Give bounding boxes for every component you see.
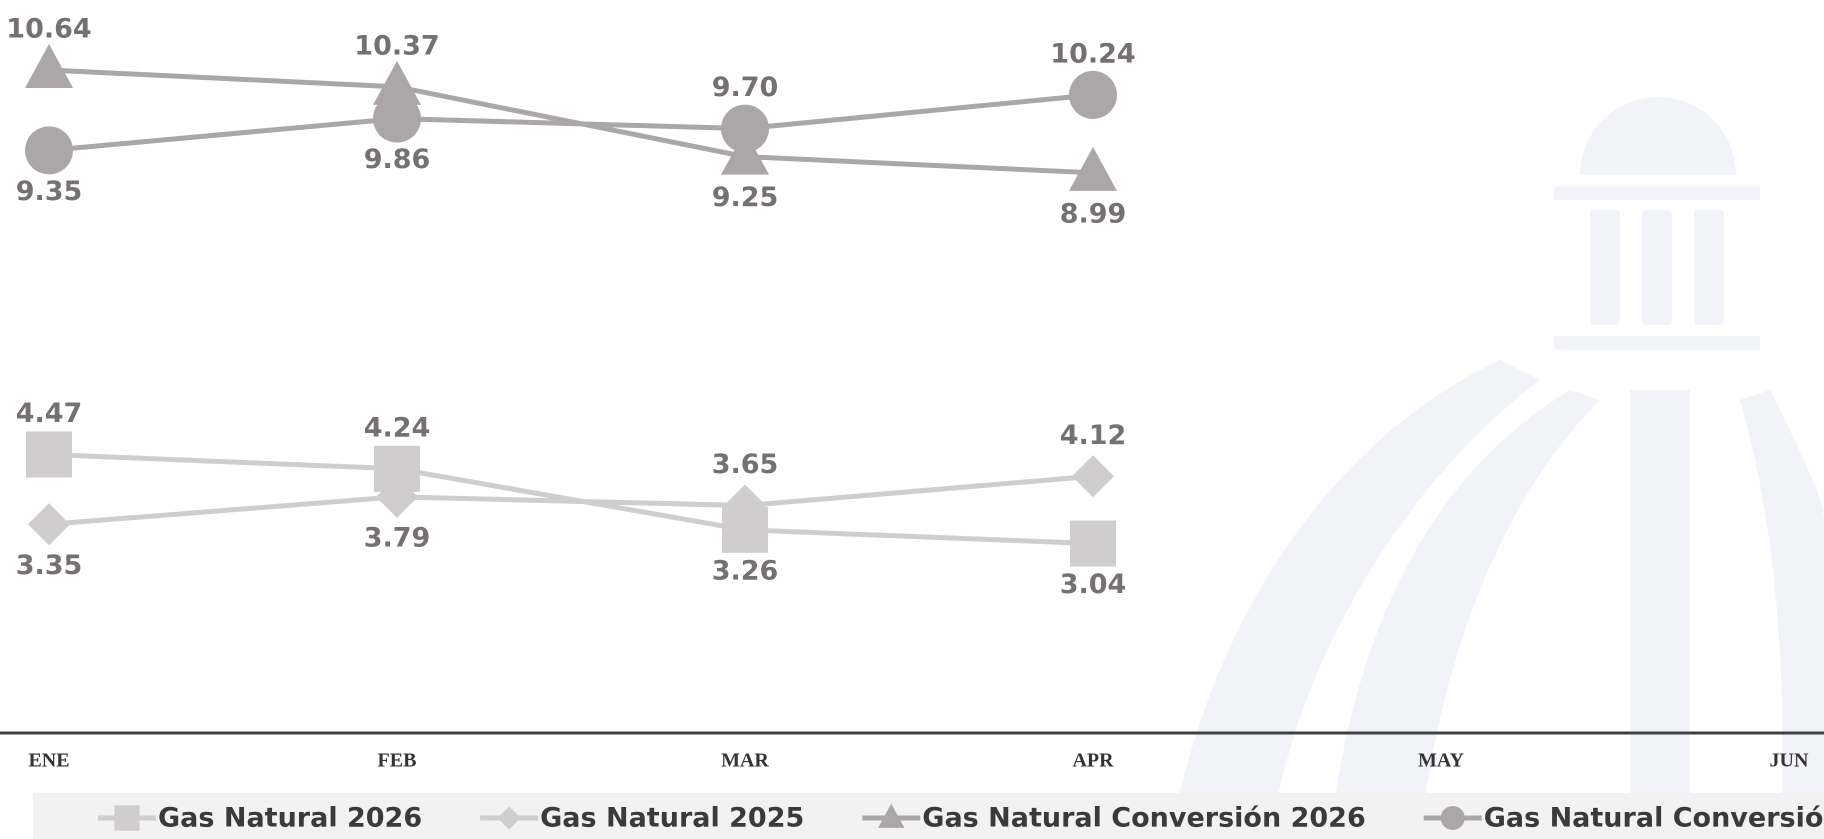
data-label: 10.64 — [6, 14, 91, 45]
data-label: 9.25 — [712, 182, 779, 213]
data-label: 3.65 — [712, 449, 779, 480]
marker — [376, 475, 418, 518]
line — [48, 473, 1094, 527]
x-tick-label: MAY — [1418, 750, 1464, 772]
legend-marker — [114, 805, 140, 831]
x-tick-label: FEB — [378, 750, 417, 772]
legend-item: Gas Natural Conversión 2026 — [862, 803, 1366, 834]
marker — [373, 94, 421, 143]
data-label: 3.35 — [16, 550, 83, 581]
marker — [1070, 520, 1116, 567]
x-tick-label: ENE — [28, 750, 69, 772]
marker — [1069, 70, 1117, 119]
x-tick-label: APR — [1072, 750, 1114, 772]
legend: Gas Natural 2026 Gas Natural 2025 Gas Natu… — [98, 803, 1824, 834]
marker — [373, 60, 421, 105]
legend-label: Gas Natural Conversión 2025 — [1484, 803, 1824, 834]
data-label: 4.24 — [364, 412, 431, 443]
marker — [721, 104, 769, 153]
legend-label: Gas Natural 2025 — [540, 803, 804, 834]
data-label: 9.86 — [364, 144, 431, 175]
data-label: 3.79 — [364, 522, 431, 553]
data-label: 9.35 — [16, 176, 83, 207]
legend-item: Gas Natural Conversión 2025 — [1423, 803, 1824, 834]
x-tick-label: JUN — [1770, 750, 1809, 772]
data-label: 8.99 — [1060, 198, 1127, 229]
line — [48, 92, 1094, 153]
series: 9.35 9.86 9.70 10.24 — [16, 38, 1136, 206]
data-label: 4.47 — [16, 398, 83, 429]
marker — [25, 44, 73, 88]
x-tick-label: MAR — [721, 750, 769, 772]
legend-box — [33, 793, 1824, 839]
legend-item: Gas Natural 2025 — [480, 803, 804, 834]
marker — [1072, 455, 1114, 498]
legend-item: Gas Natural 2026 — [98, 803, 422, 834]
data-label: 10.24 — [1050, 38, 1135, 69]
marker — [724, 484, 766, 527]
legend-marker — [1440, 806, 1465, 830]
marker — [28, 503, 70, 546]
watermark — [1170, 97, 1824, 839]
data-label: 9.70 — [712, 72, 779, 103]
legend-label: Gas Natural 2026 — [158, 803, 422, 834]
data-label: 4.12 — [1060, 420, 1127, 451]
data-label: 3.04 — [1060, 569, 1127, 600]
marker — [25, 126, 73, 175]
data-label: 10.37 — [354, 30, 439, 61]
marker — [26, 431, 72, 478]
marker — [1069, 146, 1117, 191]
legend-label: Gas Natural Conversión 2026 — [922, 803, 1365, 834]
legend-marker — [878, 803, 905, 828]
data-label: 3.26 — [712, 555, 779, 586]
marker — [721, 130, 769, 175]
series: 3.35 3.79 3.65 4.12 — [16, 420, 1127, 581]
